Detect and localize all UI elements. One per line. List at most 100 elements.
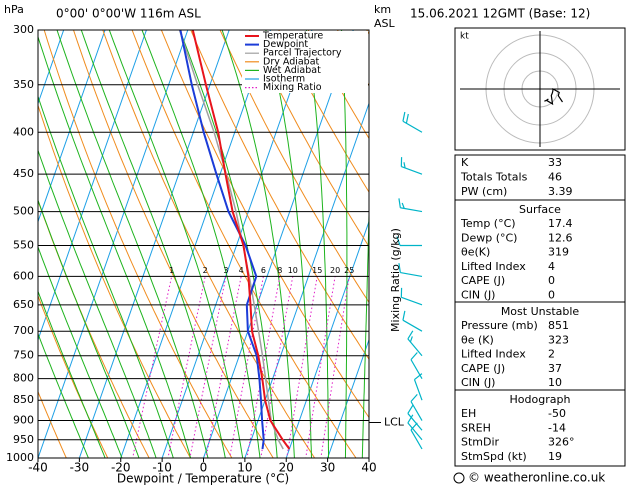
chart-title: 0°00' 0°00'W 116m ASL: [56, 7, 201, 21]
isotherm: [38, 30, 147, 342]
lcl-label: LCL: [384, 416, 405, 429]
wet-adiabat: [108, 30, 244, 458]
dry-adiabat: [278, 30, 369, 194]
isotherm: [78, 30, 230, 458]
wet-adiabat: [305, 30, 329, 458]
section-title: Most Unstable: [501, 305, 580, 318]
wind-barb: [410, 393, 423, 421]
isotherm: [38, 30, 189, 458]
y-tick-label: 600: [13, 269, 34, 282]
y-tick-label: 1000: [6, 451, 34, 464]
y-tick-label: 950: [13, 433, 34, 446]
wind-barb: [400, 287, 423, 306]
wet-adiabat: [38, 332, 89, 458]
mixing-ratio-label: 25: [344, 266, 354, 275]
isotherm: [38, 30, 106, 224]
index-name: CIN (J): [461, 376, 495, 389]
index-value: 0: [548, 274, 555, 287]
dry-adiabat: [102, 30, 316, 458]
profile-line: [179, 30, 265, 450]
footer: © weatheronline.co.uk: [468, 471, 605, 485]
wet-adiabat: [141, 30, 261, 458]
wind-barb: [407, 405, 423, 431]
legend-label: Dewpoint: [263, 39, 308, 50]
index-value: 2: [548, 348, 555, 361]
mixing-ratio-line: [132, 276, 173, 458]
x-tick-label: -20: [111, 461, 131, 475]
index-value: 46: [548, 171, 562, 184]
index-value: 3.39: [548, 185, 573, 198]
mixing-ratio-line: [246, 276, 281, 458]
x-tick-label: 0: [200, 461, 208, 475]
section-box: [454, 389, 626, 467]
wind-barb: [410, 352, 423, 379]
dry-adiabat: [160, 30, 369, 419]
hodograph-unit: kt: [460, 32, 469, 42]
index-value: 323: [548, 333, 569, 346]
x-tick-label: -40: [28, 461, 48, 475]
wet-adiabat: [80, 30, 226, 458]
wet-adiabat: [38, 35, 192, 458]
section-title: Hodograph: [510, 393, 571, 406]
dry-adiabat: [219, 30, 369, 304]
wet-adiabat: [38, 290, 106, 458]
legend-label: Mixing Ratio: [263, 82, 322, 93]
index-value: 319: [548, 246, 569, 259]
wet-adiabat: [340, 30, 348, 458]
y-tick-label: 450: [13, 167, 34, 180]
x-axis-label: Dewpoint / Temperature (°C): [117, 472, 289, 486]
isotherm: [327, 338, 369, 458]
mixing-ratio-label: 1: [169, 266, 174, 275]
legend-label: Dry Adiabat: [263, 56, 320, 67]
y-tick-label: 700: [13, 324, 34, 337]
hodograph-trace: [544, 88, 563, 106]
index-name: Totals Totals: [460, 171, 528, 184]
index-value: 12.6: [548, 231, 573, 244]
mixing-ratio-line: [205, 276, 242, 458]
wet-adiabat: [38, 245, 123, 458]
dry-adiabat: [190, 30, 369, 361]
index-name: SREH: [461, 421, 491, 434]
y-tick-label: 850: [13, 393, 34, 406]
wet-adiabat: [265, 30, 313, 458]
wind-barb: [398, 198, 423, 213]
index-name: Lifted Index: [461, 260, 526, 273]
mixing-ratio-line: [260, 276, 294, 458]
wet-adiabat: [361, 193, 369, 458]
index-value: 17.4: [548, 217, 573, 230]
dry-adiabat: [248, 30, 369, 248]
index-name: Lifted Index: [461, 348, 526, 361]
mixing-ratio-label: 10: [288, 266, 298, 275]
index-value: 37: [548, 362, 562, 375]
mixing-ratio-label: 3: [223, 266, 228, 275]
y-tick-label: 350: [13, 78, 34, 91]
overlay: 1 2 3 4 6 8 10 15 20 2530035040045050055060065070…: [6, 23, 626, 475]
isotherm: [244, 101, 369, 458]
mixing-ratio-line: [229, 276, 264, 458]
x-tick-label: 40: [361, 461, 376, 475]
index-value: 851: [548, 319, 569, 332]
index-name: StmDir: [461, 436, 500, 449]
y-tick-label: 550: [13, 238, 34, 251]
index-value: 326°: [548, 436, 575, 449]
index-name: K: [461, 156, 469, 169]
dry-adiabat: [307, 30, 369, 140]
dry-adiabat: [131, 30, 357, 458]
x-tick-label: 20: [279, 461, 294, 475]
index-name: Pressure (mb): [461, 319, 538, 332]
y-unit: hPa: [4, 3, 24, 16]
date: 15.06.2021 12GMT (Base: 12): [410, 7, 590, 21]
legend-label: Isotherm: [263, 74, 305, 85]
wind-barb: [413, 373, 423, 401]
index-name: StmSpd (kt): [461, 450, 527, 463]
x-tick-label: 10: [237, 461, 252, 475]
wind-barb: [407, 414, 423, 441]
index-value: -50: [548, 407, 566, 420]
legend-box: [242, 31, 368, 93]
index-name: CIN (J): [461, 289, 495, 302]
km-unit: km: [374, 3, 391, 16]
index-name: CAPE (J): [461, 274, 505, 287]
mixing-ratio-label: 2: [203, 266, 208, 275]
